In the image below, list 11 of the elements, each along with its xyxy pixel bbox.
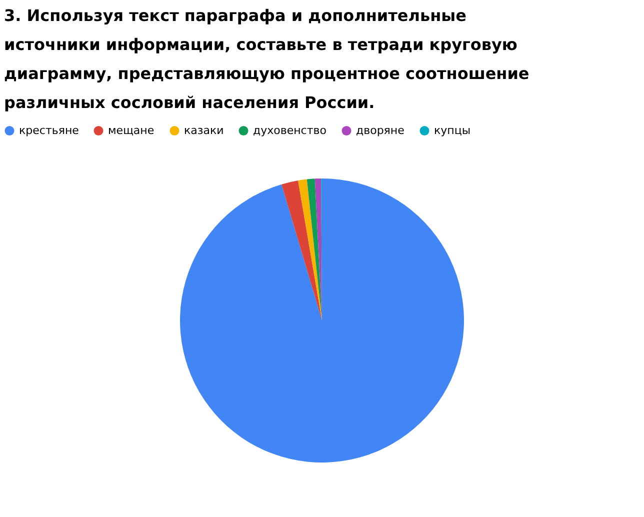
legend-label: дворяне: [356, 124, 405, 137]
pie-slice: [298, 179, 322, 320]
pie-slice: [306, 178, 322, 320]
legend-label: мещане: [108, 124, 154, 137]
legend-label: казаки: [184, 124, 224, 137]
legend-label: духовенство: [253, 124, 327, 137]
legend-label: крестьяне: [19, 124, 80, 137]
pie-slice: [180, 178, 464, 462]
pie-slice: [282, 180, 322, 320]
legend-label: купцы: [434, 124, 471, 137]
chart-title: 3. Используя текст параграфа и дополнительные источники информации, составьте в тетради круговую диаграмму, представляющую процентное соотношение различных сословий населения России.: [4, 6, 530, 112]
